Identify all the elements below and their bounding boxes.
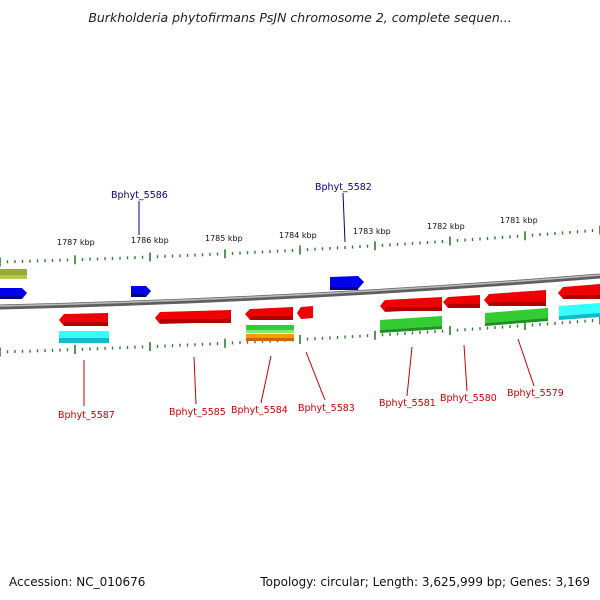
accession-label: Accession: NC_010676 <box>9 575 146 589</box>
forward-gene-shade <box>131 294 146 297</box>
green-feature[interactable] <box>246 325 294 330</box>
gene-label-bphyt-5584[interactable]: Bphyt_5584 <box>231 405 288 416</box>
green-feature[interactable] <box>380 316 442 330</box>
reverse-gene-shade <box>160 319 231 323</box>
other-features <box>59 303 600 343</box>
cyan-feature[interactable] <box>559 303 600 316</box>
gene-label-bphyt-5580[interactable]: Bphyt_5580 <box>440 393 497 404</box>
forward-gene-shade <box>0 296 22 299</box>
forward-genes <box>0 269 364 299</box>
forward-callout <box>342 192 346 243</box>
callout-lines <box>83 192 535 406</box>
reverse-gene-shade <box>250 316 293 320</box>
green-feature-shade <box>380 326 442 333</box>
reverse-callout <box>517 338 535 387</box>
upper-scale-ticks <box>0 225 600 267</box>
gene-label-bphyt-5582[interactable]: Bphyt_5582 <box>315 182 372 193</box>
scale-label: 1783 kbp <box>353 227 391 236</box>
gene-label-bphyt-5586[interactable]: Bphyt_5586 <box>111 190 168 201</box>
scale-labels: 1787 kbp 1786 kbp 1785 kbp 1784 kbp 1783… <box>57 216 538 247</box>
genome-backbone <box>0 273 600 310</box>
cyan-feature[interactable] <box>59 331 109 338</box>
scale-label: 1781 kbp <box>500 216 538 225</box>
reverse-callout <box>463 344 468 392</box>
map-title: Burkholderia phytofirmans PsJN chromosom… <box>88 10 512 25</box>
forward-gene-arrow[interactable] <box>330 276 364 290</box>
reverse-callout <box>305 351 326 401</box>
reverse-gene-shade <box>489 302 546 306</box>
forward-gene-shade <box>330 287 358 290</box>
orange-feature-shade <box>246 338 294 341</box>
reverse-gene-shade <box>448 304 480 308</box>
cyan-feature-shade <box>559 313 600 320</box>
orange-feature[interactable] <box>246 334 294 338</box>
gene-label-bphyt-5587[interactable]: Bphyt_5587 <box>58 410 115 421</box>
gene-label-bphyt-5579[interactable]: Bphyt_5579 <box>507 388 564 399</box>
reverse-gene-arrow[interactable] <box>297 306 313 319</box>
reverse-gene-shade <box>64 322 108 326</box>
olive-feature-shade <box>0 275 27 279</box>
reverse-callout <box>260 355 272 404</box>
topology-summary: Topology: circular; Length: 3,625,999 bp… <box>260 575 590 589</box>
reverse-gene-labels: Bphyt_5587 Bphyt_5585 Bphyt_5584 Bphyt_5… <box>58 388 564 421</box>
reverse-genes <box>59 284 600 326</box>
scale-label: 1785 kbp <box>205 234 243 243</box>
gene-label-bphyt-5585[interactable]: Bphyt_5585 <box>169 407 226 418</box>
green-feature-shade <box>246 330 294 333</box>
scale-label: 1786 kbp <box>131 236 169 245</box>
forward-gene-labels: Bphyt_5586 Bphyt_5582 <box>111 182 372 201</box>
reverse-gene-shade <box>385 307 442 311</box>
reverse-gene-shade <box>563 295 600 299</box>
gene-label-bphyt-5583[interactable]: Bphyt_5583 <box>298 403 355 414</box>
scale-label: 1784 kbp <box>279 231 317 240</box>
genome-backbone-highlight <box>0 274 600 307</box>
gene-label-bphyt-5581[interactable]: Bphyt_5581 <box>379 398 436 409</box>
cyan-feature-shade <box>59 338 109 343</box>
olive-feature[interactable] <box>0 269 27 275</box>
reverse-callout <box>193 356 197 405</box>
green-feature-shade <box>485 318 548 326</box>
reverse-callout <box>406 346 413 397</box>
scale-label: 1787 kbp <box>57 238 95 247</box>
scale-label: 1782 kbp <box>427 222 465 231</box>
